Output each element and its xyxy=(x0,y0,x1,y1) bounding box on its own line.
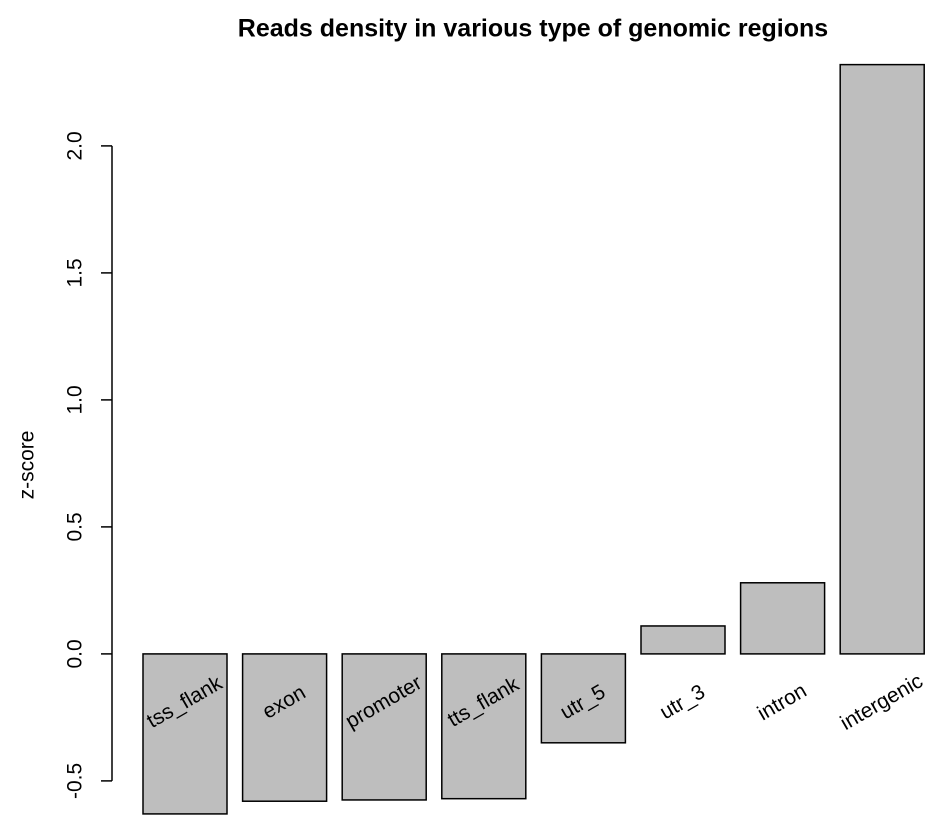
bar xyxy=(640,625,726,655)
y-tick-label: 2.0 xyxy=(64,131,87,160)
x-tick-label: intron xyxy=(754,679,811,725)
bar xyxy=(739,582,826,655)
y-tick-label: -0.5 xyxy=(64,763,87,799)
y-tick-label: 1.5 xyxy=(64,258,87,287)
bar xyxy=(241,653,328,802)
bar xyxy=(341,653,427,801)
y-tick-label: 0.5 xyxy=(64,512,87,541)
bar xyxy=(839,63,925,655)
bar xyxy=(142,653,228,815)
y-tick-label: 0.0 xyxy=(64,639,87,668)
x-tick-label: intergenic xyxy=(837,669,927,734)
x-tick-label: utr_3 xyxy=(656,680,709,724)
bar xyxy=(441,653,527,800)
chart-title: Reads density in various type of genomic… xyxy=(238,15,828,43)
y-axis-label: z-score xyxy=(16,431,39,500)
bar xyxy=(540,653,627,744)
y-tick-label: 1.0 xyxy=(64,385,87,414)
